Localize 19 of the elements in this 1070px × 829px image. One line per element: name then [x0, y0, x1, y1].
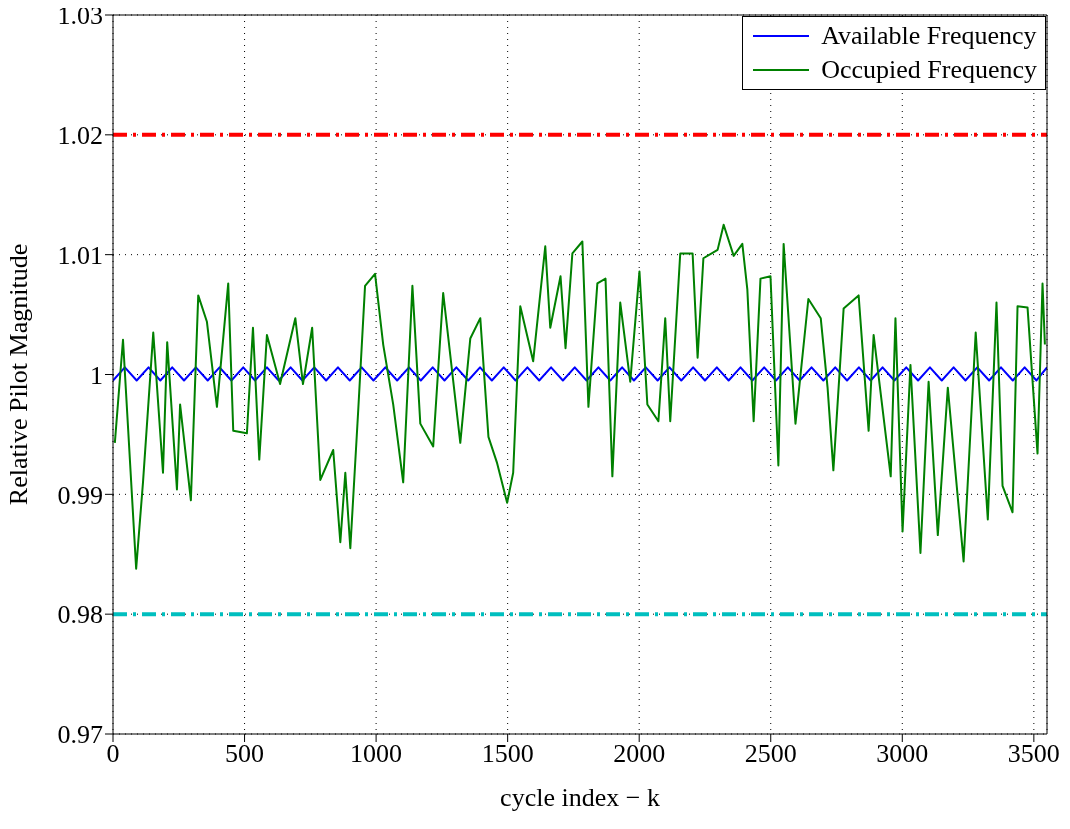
x-tick-label: 1000 [350, 739, 403, 769]
y-tick-label: 0.97 [57, 720, 103, 750]
x-tick-label: 500 [225, 739, 265, 769]
x-tick-label: 0 [106, 739, 120, 769]
y-tick-label: 0.99 [57, 480, 103, 510]
y-tick-label: 1.02 [57, 121, 103, 151]
x-tick-label: 3500 [1007, 739, 1060, 769]
x-tick-label: 2000 [613, 739, 666, 769]
x-tick-label: 2500 [744, 739, 797, 769]
y-axis-title: Relative Pilot Magnitude [4, 243, 34, 506]
x-tick-label: 3000 [876, 739, 929, 769]
x-tick-label: 1500 [481, 739, 534, 769]
line-series [113, 223, 1046, 570]
y-tick-label: 0.98 [57, 600, 103, 630]
y-tick-label: 1.01 [57, 240, 103, 270]
y-tick-label: 1 [90, 360, 103, 390]
x-axis-title: cycle index − k [500, 783, 660, 812]
legend-label: Available Frequency [821, 20, 1037, 52]
legend-label: Occupied Frequency [821, 54, 1037, 86]
